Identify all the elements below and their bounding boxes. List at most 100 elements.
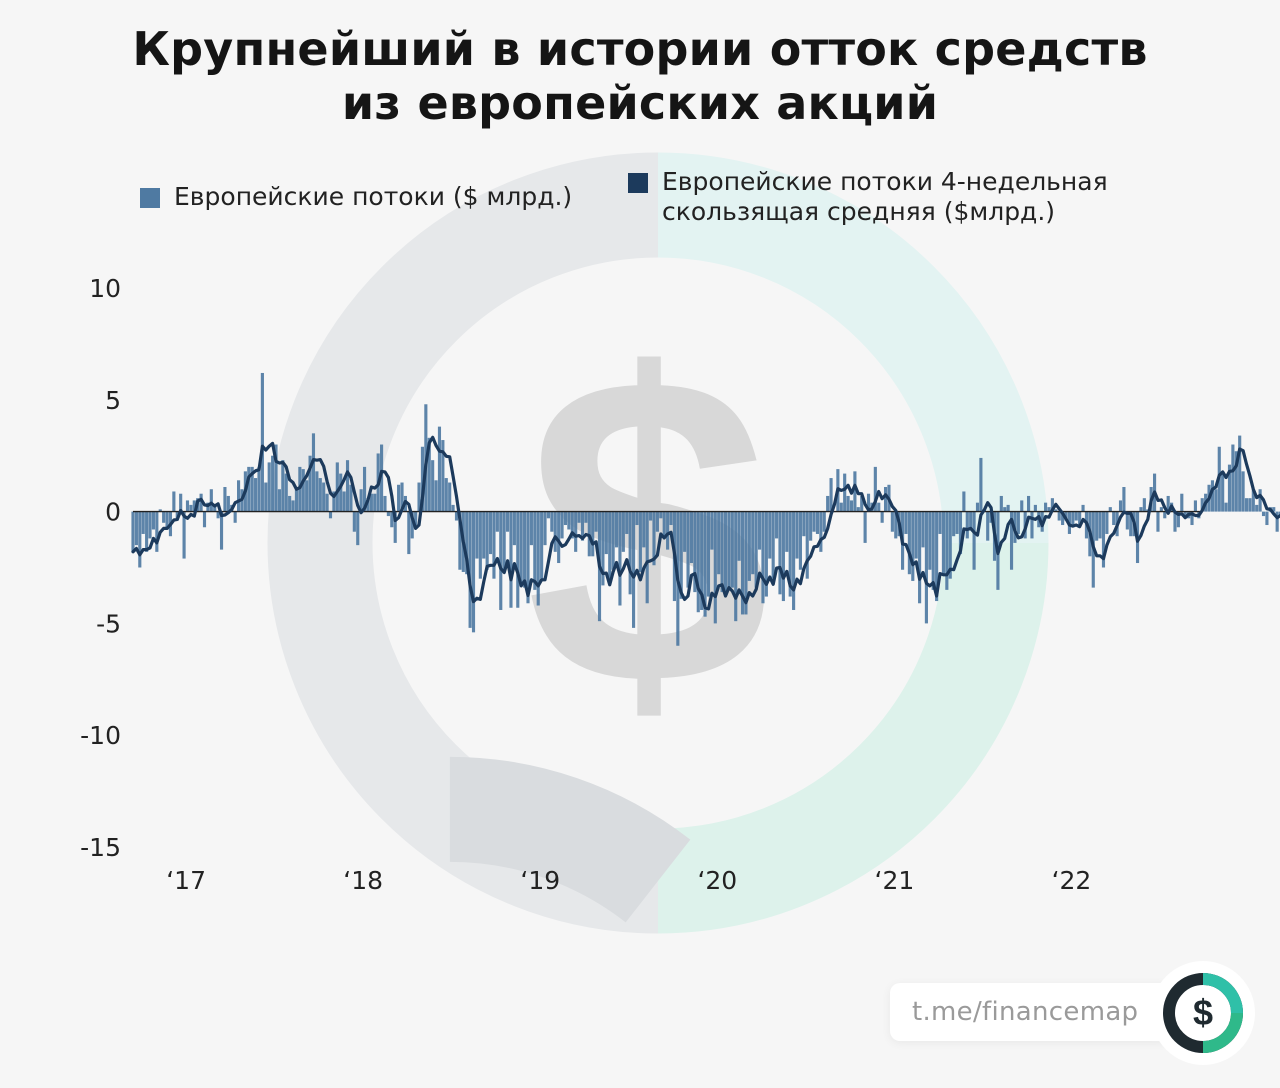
bar [761,511,765,604]
x-tick-label: ‘20 [697,866,737,895]
bar [274,444,278,512]
bar [1275,511,1279,532]
channel-link[interactable]: t.me/financemap [890,983,1172,1041]
bar [1081,504,1085,512]
y-tick-label: -10 [80,721,121,750]
bar [1101,511,1106,568]
bar [1173,511,1177,532]
bar [1071,511,1075,526]
bar [570,511,574,539]
bar [604,511,608,555]
bar [693,511,697,593]
bar [1163,511,1167,519]
bar [502,511,506,570]
bar [1248,498,1252,512]
bar [448,482,452,512]
bar [645,511,649,604]
bar [669,511,673,526]
bar [359,489,363,512]
bar [468,511,472,628]
bar [642,511,646,548]
bar [792,511,796,610]
bar [546,511,550,519]
bar [291,500,295,512]
bar [553,511,557,552]
bar [434,480,438,512]
bar [437,426,442,512]
bar [574,511,578,552]
bar [393,511,397,543]
bar [1265,511,1269,526]
bar [928,511,932,570]
bar [911,511,915,581]
bar [233,511,237,523]
bar [809,511,813,541]
bar [1050,498,1054,512]
bar [226,495,230,512]
bar [819,511,823,552]
bar [213,504,217,512]
bar [962,491,966,512]
bar [1044,502,1048,512]
bar [254,478,258,512]
bar [475,511,479,559]
bar [975,502,980,512]
bar [1030,511,1034,539]
bar [856,507,860,512]
bar [148,511,152,539]
x-tick-label: ‘22 [1052,866,1092,895]
bar [318,478,322,512]
bar [594,511,598,532]
bar [342,491,346,512]
bar [638,511,642,572]
bar [778,511,782,595]
bar [635,511,639,526]
bar [1214,489,1218,512]
bar [339,473,343,512]
bar [958,511,963,555]
bar [369,493,373,512]
bar [713,511,717,624]
bar [655,511,659,532]
bar [662,511,666,537]
bar [482,511,486,559]
bar [182,511,186,559]
chart-title-line-2: из европейских акций [341,76,939,130]
bar [924,511,928,624]
bar [1098,511,1102,539]
bar [1255,504,1259,512]
bar [277,489,281,512]
bar [288,495,292,512]
bar [628,511,632,595]
bar [839,502,843,512]
bar [311,433,316,512]
bar [686,511,690,588]
bar [632,511,636,628]
bar [417,482,421,512]
bar [1156,511,1160,532]
ring-top-right [657,152,1049,544]
bar [843,473,847,512]
bar [352,511,356,532]
bar [1251,489,1255,512]
bar [451,504,455,512]
bar [798,511,802,570]
bar [1241,471,1245,512]
bar [696,511,700,613]
bar [873,466,877,512]
bar [237,480,241,512]
bar [785,511,789,552]
bar [812,511,816,532]
bar [1231,444,1235,512]
bar [420,446,425,512]
bar [335,462,339,512]
bar [386,511,390,517]
bar [356,511,360,546]
bar [1183,511,1187,519]
bar [138,511,142,568]
bar [1125,511,1129,530]
bar [625,511,629,534]
bar [611,511,615,570]
bar [1095,511,1099,541]
chart-title-line-1: Крупнейший в истории отток средств [132,22,1148,76]
